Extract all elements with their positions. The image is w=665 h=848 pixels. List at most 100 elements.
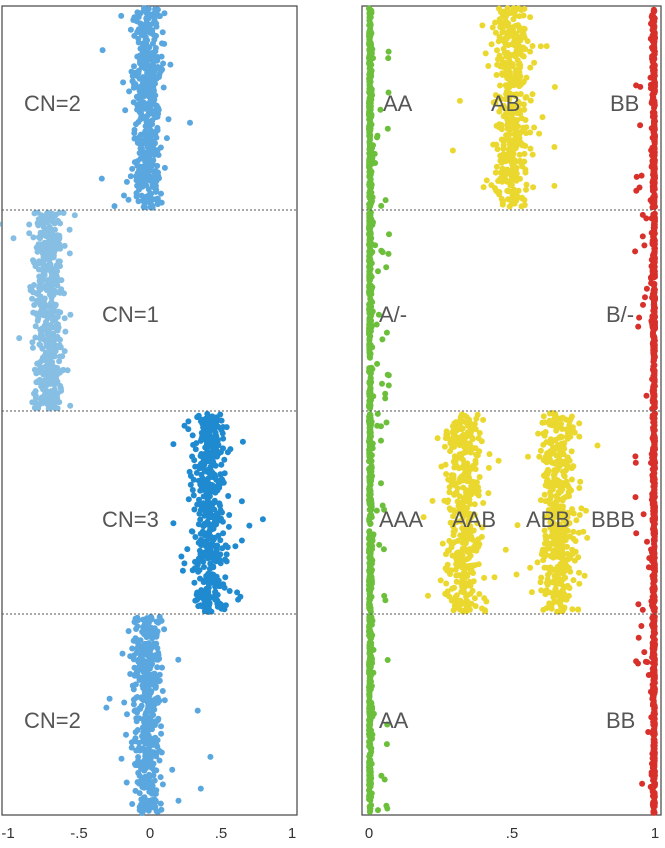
data-point bbox=[147, 105, 154, 112]
data-point bbox=[517, 91, 524, 97]
data-point bbox=[374, 410, 381, 417]
data-point bbox=[521, 5, 528, 12]
data-point bbox=[539, 548, 546, 555]
data-point bbox=[475, 488, 482, 494]
data-point bbox=[373, 507, 380, 514]
data-point bbox=[145, 758, 152, 765]
data-point bbox=[145, 111, 152, 118]
data-point bbox=[259, 516, 266, 523]
data-point bbox=[194, 561, 201, 568]
data-point bbox=[551, 507, 558, 514]
data-point bbox=[456, 97, 463, 104]
data-point bbox=[128, 739, 135, 746]
data-point bbox=[454, 485, 461, 492]
data-point bbox=[367, 381, 373, 388]
data-point bbox=[459, 575, 466, 582]
data-point bbox=[573, 517, 580, 524]
data-point bbox=[635, 323, 642, 330]
data-point bbox=[488, 41, 495, 48]
data-point bbox=[150, 91, 157, 98]
data-point bbox=[523, 186, 529, 193]
data-point bbox=[463, 593, 470, 600]
data-point bbox=[494, 189, 501, 195]
data-point bbox=[535, 430, 542, 437]
data-point bbox=[146, 659, 153, 666]
data-point bbox=[47, 291, 54, 298]
data-point bbox=[181, 560, 188, 567]
data-point bbox=[222, 556, 229, 563]
data-point bbox=[190, 441, 197, 448]
data-point bbox=[455, 605, 462, 611]
data-point bbox=[429, 497, 436, 504]
data-point bbox=[465, 422, 471, 429]
data-point bbox=[195, 568, 202, 575]
data-point bbox=[367, 119, 374, 125]
data-point bbox=[38, 369, 45, 376]
data-point bbox=[527, 564, 534, 571]
data-point bbox=[220, 530, 227, 537]
data-point bbox=[570, 528, 577, 535]
data-point bbox=[55, 308, 62, 315]
data-point bbox=[154, 645, 161, 652]
data-point bbox=[505, 108, 512, 115]
data-point bbox=[561, 473, 568, 480]
data-point bbox=[55, 289, 61, 296]
data-point bbox=[154, 195, 161, 202]
data-point bbox=[45, 250, 51, 256]
data-point bbox=[505, 187, 511, 194]
data-point bbox=[464, 505, 470, 512]
data-point bbox=[153, 102, 160, 109]
data-point bbox=[537, 579, 544, 586]
data-point bbox=[560, 451, 567, 458]
data-point bbox=[10, 235, 17, 242]
data-point bbox=[569, 606, 576, 613]
data-point bbox=[220, 479, 227, 486]
data-point bbox=[152, 799, 159, 806]
data-point bbox=[144, 677, 151, 684]
data-point bbox=[143, 15, 150, 22]
data-point bbox=[549, 519, 556, 525]
data-point bbox=[216, 500, 223, 507]
data-point bbox=[546, 421, 553, 428]
data-point bbox=[197, 602, 204, 609]
data-point bbox=[420, 514, 427, 521]
data-point bbox=[26, 221, 33, 228]
data-point bbox=[521, 34, 528, 41]
data-point bbox=[461, 472, 468, 479]
data-point bbox=[369, 46, 376, 53]
data-point bbox=[650, 332, 657, 339]
data-point bbox=[144, 118, 151, 125]
data-point bbox=[195, 521, 202, 528]
data-point bbox=[52, 226, 58, 233]
data-point bbox=[385, 250, 392, 257]
data-point bbox=[462, 439, 469, 446]
data-point bbox=[441, 497, 448, 504]
data-point bbox=[504, 119, 511, 126]
data-point bbox=[504, 84, 510, 91]
data-point bbox=[556, 459, 563, 466]
data-point bbox=[548, 533, 554, 540]
data-point bbox=[222, 542, 229, 549]
data-point bbox=[150, 642, 157, 649]
data-point bbox=[31, 210, 38, 217]
data-point bbox=[38, 394, 45, 401]
data-point bbox=[367, 650, 374, 657]
data-point bbox=[546, 600, 553, 607]
data-point bbox=[651, 470, 658, 477]
data-point bbox=[559, 434, 565, 440]
data-point bbox=[651, 24, 658, 31]
data-point bbox=[639, 233, 646, 240]
data-point bbox=[543, 478, 550, 485]
data-point bbox=[141, 139, 148, 146]
data-point bbox=[642, 294, 648, 301]
data-point bbox=[121, 192, 127, 199]
data-point bbox=[548, 447, 555, 454]
data-point bbox=[159, 40, 165, 47]
data-point bbox=[450, 513, 457, 520]
data-point bbox=[366, 139, 373, 145]
data-point bbox=[649, 366, 656, 373]
data-point bbox=[651, 294, 658, 301]
data-point bbox=[366, 586, 372, 593]
data-point bbox=[454, 498, 461, 505]
data-point bbox=[471, 501, 478, 508]
